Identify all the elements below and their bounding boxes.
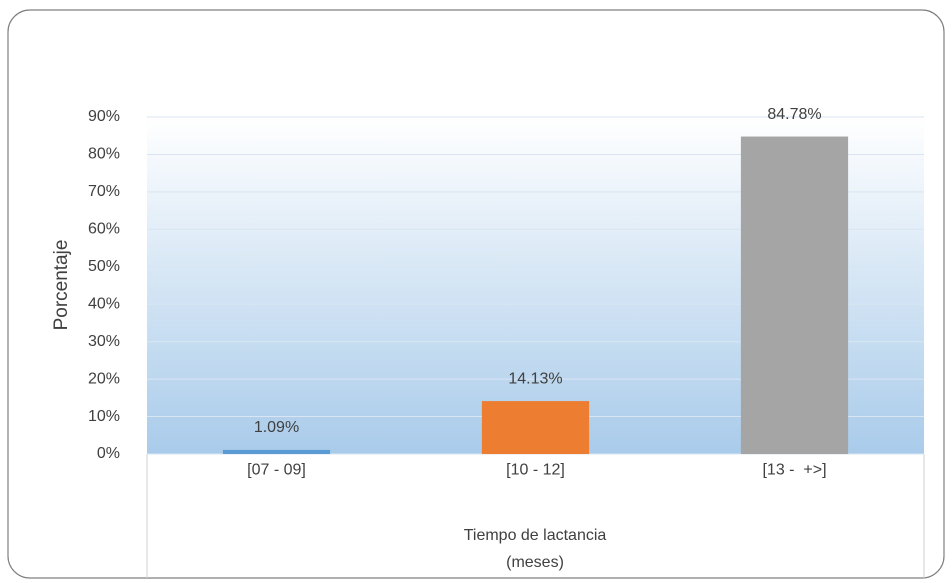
- y-axis-title: Porcentaje: [51, 240, 72, 331]
- value-label: 84.78%: [767, 106, 821, 123]
- value-label: 1.09%: [254, 419, 299, 436]
- x-axis-title: Tiempo de lactancia: [464, 527, 607, 544]
- y-tick-label: 20%: [88, 370, 120, 387]
- y-tick-label: 90%: [88, 108, 120, 125]
- y-tick-label: 40%: [88, 295, 120, 312]
- x-tick-label: [07 - 09]: [247, 461, 306, 478]
- y-tick-label: 50%: [88, 258, 120, 275]
- value-label: 14.13%: [508, 370, 562, 387]
- y-tick-label: 10%: [88, 408, 120, 425]
- y-tick-label: 30%: [88, 333, 120, 350]
- bar: [222, 449, 331, 454]
- bar: [740, 136, 849, 454]
- x-tick-label: [13 - +>]: [762, 461, 826, 478]
- x-tick-label: [10 - 12]: [506, 461, 565, 478]
- y-tick-label: 60%: [88, 221, 120, 238]
- x-axis-title: (meses): [506, 554, 564, 571]
- y-tick-label: 70%: [88, 183, 120, 200]
- bar: [481, 401, 590, 454]
- y-tick-label: 0%: [97, 445, 120, 462]
- y-tick-label: 80%: [88, 146, 120, 163]
